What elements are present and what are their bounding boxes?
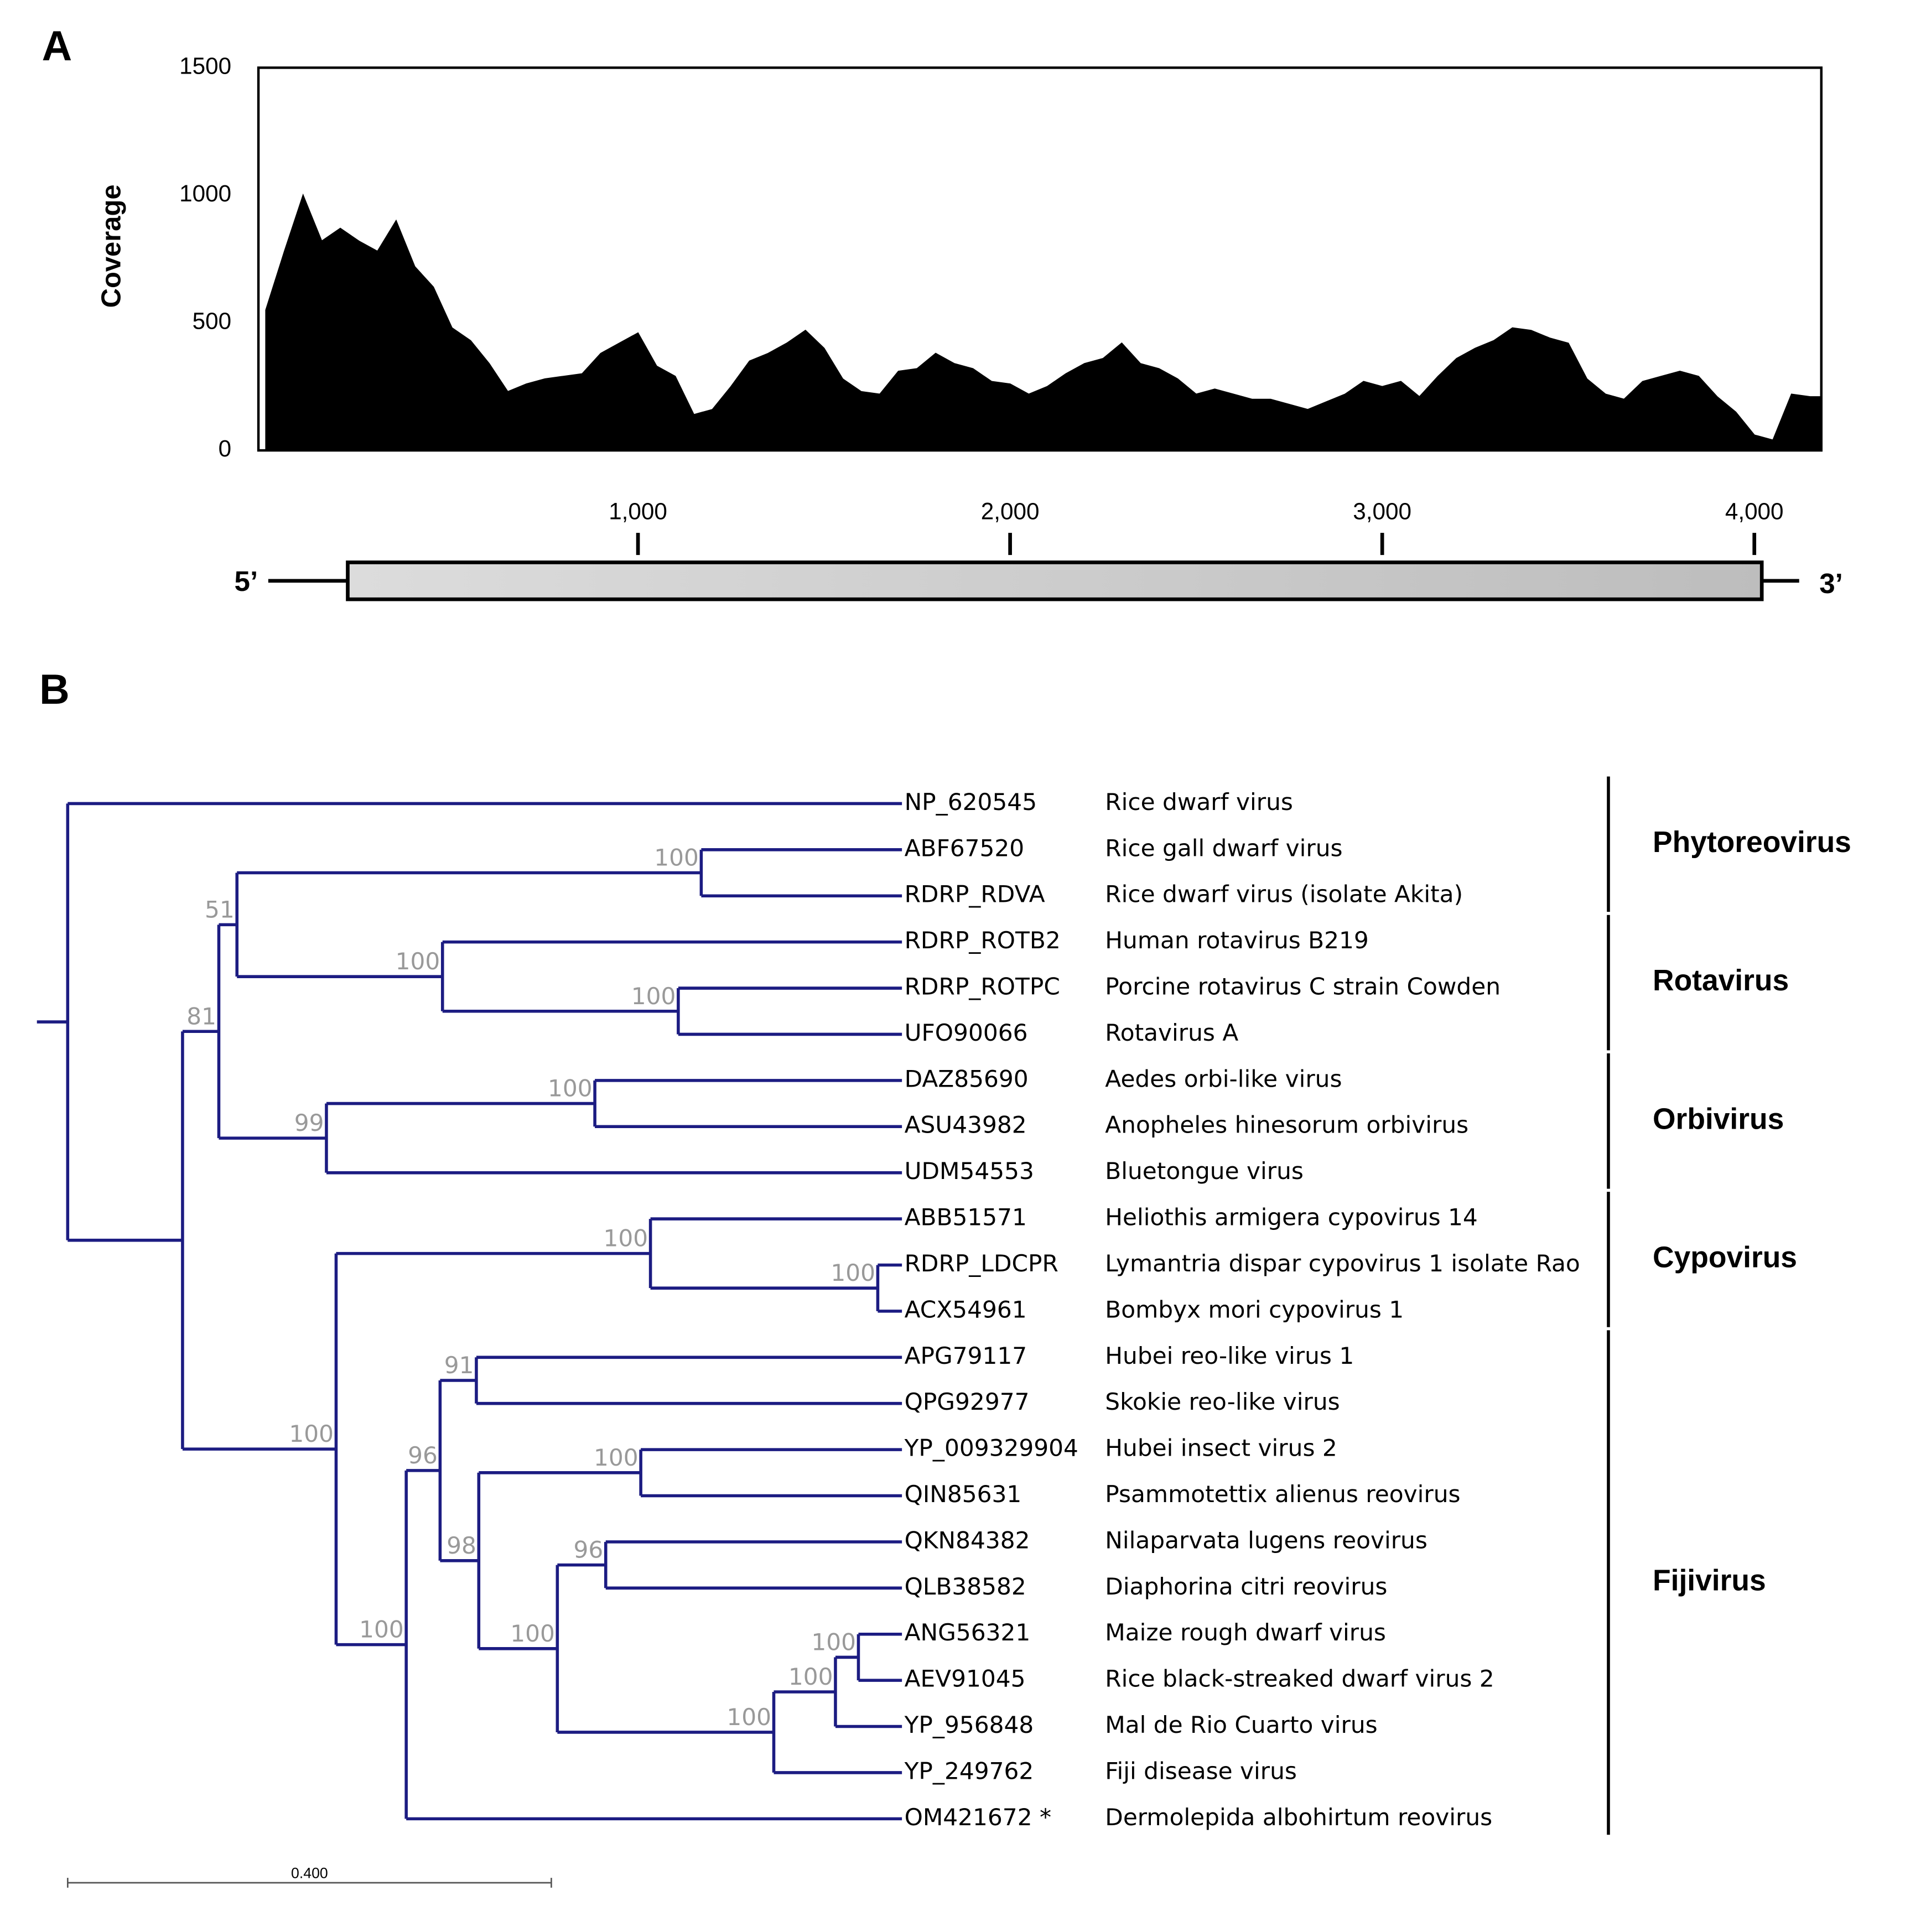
bootstrap: 100 — [359, 1616, 404, 1643]
leaf-name: Heliothis armigera cypovirus 14 — [1105, 1204, 1478, 1231]
leaf-name: Psammotettix alienus reovirus — [1105, 1481, 1460, 1508]
clade-label: Rotavirus — [1653, 964, 1789, 997]
leaf-name: Rice gall dwarf virus — [1105, 834, 1342, 861]
leaf-accession: QKN84382 — [905, 1526, 1030, 1554]
three-prime-label: 3’ — [1819, 568, 1843, 599]
leaf-name: Fiji disease virus — [1105, 1757, 1297, 1784]
leaf-accession: NP_620545 — [905, 788, 1037, 816]
bootstrap: 100 — [510, 1620, 555, 1647]
leaf-name: Bombyx mori cypovirus 1 — [1105, 1296, 1404, 1323]
leaf-name: Diaphorina citri reovirus — [1105, 1573, 1387, 1600]
clade-label: Fijivirus — [1653, 1564, 1766, 1597]
leaf-accession: AEV91045 — [905, 1665, 1026, 1692]
x-tick-label: 3,000 — [1353, 498, 1411, 524]
bootstrap: 100 — [654, 844, 699, 871]
x-tick-label: 4,000 — [1725, 498, 1784, 524]
leaf-name: Rice dwarf virus — [1105, 788, 1293, 816]
clade-label: Orbivirus — [1653, 1103, 1784, 1135]
leaf-accession: RDRP_LDCPR — [905, 1250, 1058, 1277]
leaf-name: Rotavirus A — [1105, 1019, 1238, 1046]
leaf-name: Bluetongue virus — [1105, 1157, 1304, 1185]
scale-bar-label: 0.400 — [291, 1865, 328, 1881]
bootstrap: 100 — [396, 948, 440, 975]
leaf-name: Porcine rotavirus C strain Cowden — [1105, 973, 1501, 1000]
five-prime-label: 5’ — [235, 565, 258, 597]
leaf-accession: ABB51571 — [905, 1204, 1027, 1231]
leaf-name: Mal de Rio Cuarto virus — [1105, 1711, 1377, 1738]
leaf-name: Maize rough dwarf virus — [1105, 1619, 1386, 1646]
leaf-accession: RDRP_ROTPC — [905, 973, 1060, 1000]
panel-label: A — [42, 23, 72, 70]
bootstrap: 100 — [594, 1444, 639, 1471]
bootstrap: 98 — [447, 1532, 476, 1559]
leaf-accession: ACX54961 — [905, 1296, 1027, 1323]
bootstrap: 100 — [604, 1225, 648, 1252]
leaf-accession: QIN85631 — [905, 1481, 1022, 1508]
bootstrap: 100 — [726, 1704, 771, 1731]
clade-label: Cypovirus — [1653, 1242, 1797, 1274]
leaf-accession: APG79117 — [905, 1342, 1027, 1369]
y-tick-label: 500 — [193, 308, 232, 334]
leaf-accession: DAZ85690 — [905, 1065, 1029, 1092]
leaf-name: Aedes orbi-like virus — [1105, 1065, 1342, 1092]
bootstrap: 100 — [631, 983, 676, 1010]
bootstrap: 51 — [205, 896, 235, 923]
leaf-accession: YP_009329904 — [904, 1435, 1078, 1462]
y-tick-label: 0 — [219, 435, 232, 461]
x-tick-label: 1,000 — [609, 498, 667, 524]
leaf-accession: OM421672 * — [905, 1804, 1052, 1831]
leaf-accession: ABF67520 — [905, 834, 1025, 861]
leaf-accession: ANG56321 — [905, 1619, 1031, 1646]
bootstrap: 99 — [294, 1109, 324, 1136]
orf-box — [346, 560, 1764, 601]
leaf-name: Skokie reo-like virus — [1105, 1388, 1340, 1415]
leaf-name: Rice black-streaked dwarf virus 2 — [1105, 1665, 1494, 1692]
plot-frame — [257, 66, 1823, 452]
leaf-name: Human rotavirus B219 — [1105, 927, 1369, 954]
leaf-accession: YP_956848 — [904, 1711, 1034, 1738]
leaf-accession: UFO90066 — [905, 1019, 1028, 1046]
leaf-accession: ASU43982 — [905, 1112, 1027, 1139]
bootstrap: 91 — [444, 1352, 474, 1379]
panel-label: B — [39, 667, 70, 713]
bootstrap: 100 — [811, 1628, 856, 1655]
leaf-accession: UDM54553 — [905, 1157, 1034, 1185]
leaf-accession: YP_249762 — [904, 1757, 1034, 1784]
leaf-name: Lymantria dispar cypovirus 1 isolate Rao — [1105, 1250, 1580, 1277]
y-tick-label: 1000 — [179, 180, 231, 206]
bootstrap: 96 — [574, 1536, 604, 1564]
leaf-name: Hubei reo-like virus 1 — [1105, 1342, 1354, 1369]
bootstrap: 81 — [186, 1003, 216, 1030]
leaf-accession: RDRP_ROTB2 — [905, 927, 1061, 954]
bootstrap: 96 — [408, 1442, 438, 1469]
leaf-accession: QLB38582 — [905, 1573, 1026, 1600]
leaf-name: Dermolepida albohirtum reovirus — [1105, 1804, 1492, 1831]
bootstrap: 100 — [548, 1075, 593, 1102]
bootstrap: 100 — [788, 1663, 833, 1690]
bootstrap: 100 — [289, 1420, 334, 1447]
leaf-name: Anopheles hinesorum orbivirus — [1105, 1112, 1468, 1139]
x-tick-label: 2,000 — [981, 498, 1040, 524]
leaf-accession: QPG92977 — [905, 1388, 1030, 1415]
y-axis-label: Coverage — [97, 184, 127, 308]
leaf-name: Nilaparvata lugens reovirus — [1105, 1526, 1428, 1554]
coverage-area — [265, 193, 1822, 451]
bootstrap: 100 — [830, 1259, 875, 1286]
leaf-accession: RDRP_RDVA — [905, 881, 1045, 908]
leaf-name: Hubei insect virus 2 — [1105, 1435, 1337, 1462]
y-tick-label: 1500 — [179, 53, 231, 79]
clade-label: Phytoreovirus — [1653, 826, 1851, 859]
leaf-name: Rice dwarf virus (isolate Akita) — [1105, 881, 1463, 908]
